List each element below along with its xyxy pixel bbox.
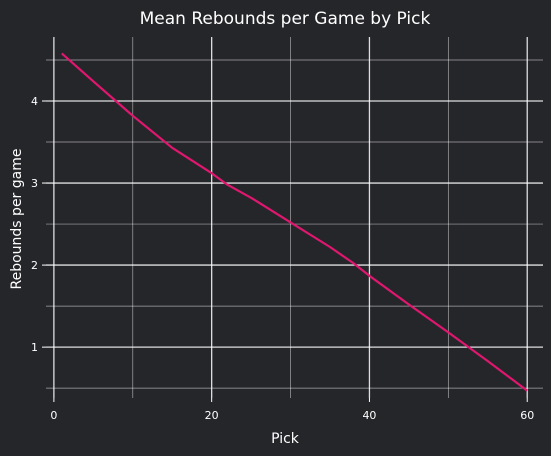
- series-line: [61, 52, 528, 392]
- y-tick-label: 3: [31, 177, 38, 190]
- x-tick-label: 0: [50, 409, 57, 422]
- y-axis-label: Rebounds per game: [9, 149, 25, 290]
- axis-ticks: 0 20 40 60 1 2 3 4: [31, 95, 534, 422]
- y-tick-label: 2: [31, 259, 38, 272]
- x-tick-label: 40: [362, 409, 376, 422]
- y-tick-label: 4: [31, 95, 38, 108]
- y-tick-label: 1: [31, 341, 38, 354]
- x-tick-label: 20: [205, 409, 219, 422]
- x-tick-label: 60: [520, 409, 534, 422]
- x-axis-label: Pick: [271, 431, 300, 447]
- chart-title: Mean Rebounds per Game by Pick: [140, 9, 431, 29]
- series-group: [61, 52, 528, 392]
